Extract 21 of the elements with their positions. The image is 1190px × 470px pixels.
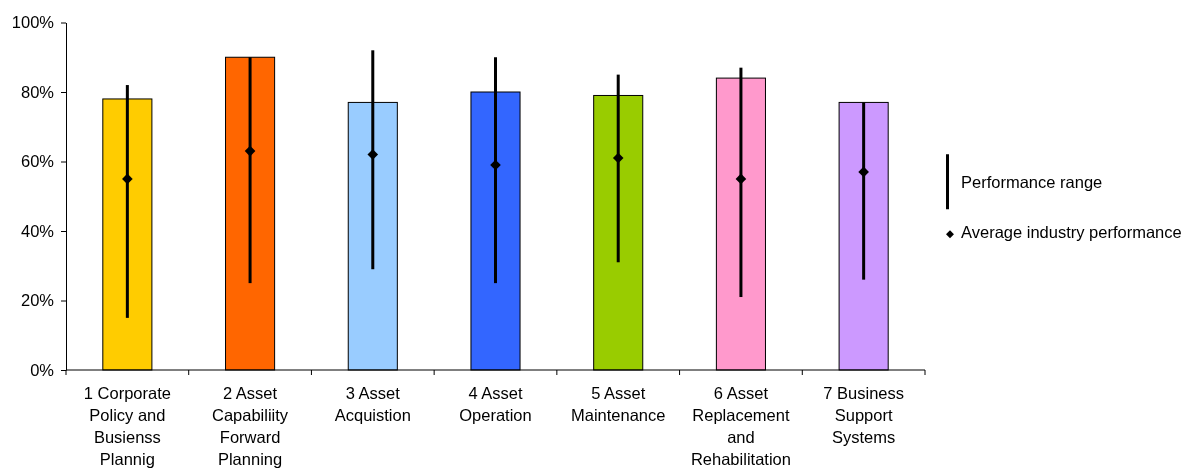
y-tick-label: 80% [20,82,55,101]
legend-label: Average industry performance [961,223,1182,242]
y-tick-label: 40% [20,221,55,240]
point [612,152,624,164]
point [735,173,747,185]
point [122,173,133,185]
y-tick-label: 60% [20,152,55,171]
x-tick-label: 4 Asset Operation [459,384,532,424]
y-tick-label: 20% [20,291,55,310]
y-tick-label: 100% [11,13,55,32]
point [244,145,256,157]
x-tick-label: 2 Asset Capabiliity Forward Planning [212,384,289,468]
point [858,166,869,178]
text: Performance range [961,172,1103,191]
x-tick-label: 3 Asset Acquistion [334,384,411,424]
x-tick-label: 1 Corporate Policy and Busienss Plannig [83,384,171,468]
y-tick-label: 0% [30,360,55,379]
point [367,149,379,160]
x-tick-label: 6 Asset Replacement and Rehabilitation [690,384,791,468]
x-tick-label: 5 Asset Maintenance [570,384,666,424]
x-tick-label: 7 Business Support Systems [823,384,904,446]
